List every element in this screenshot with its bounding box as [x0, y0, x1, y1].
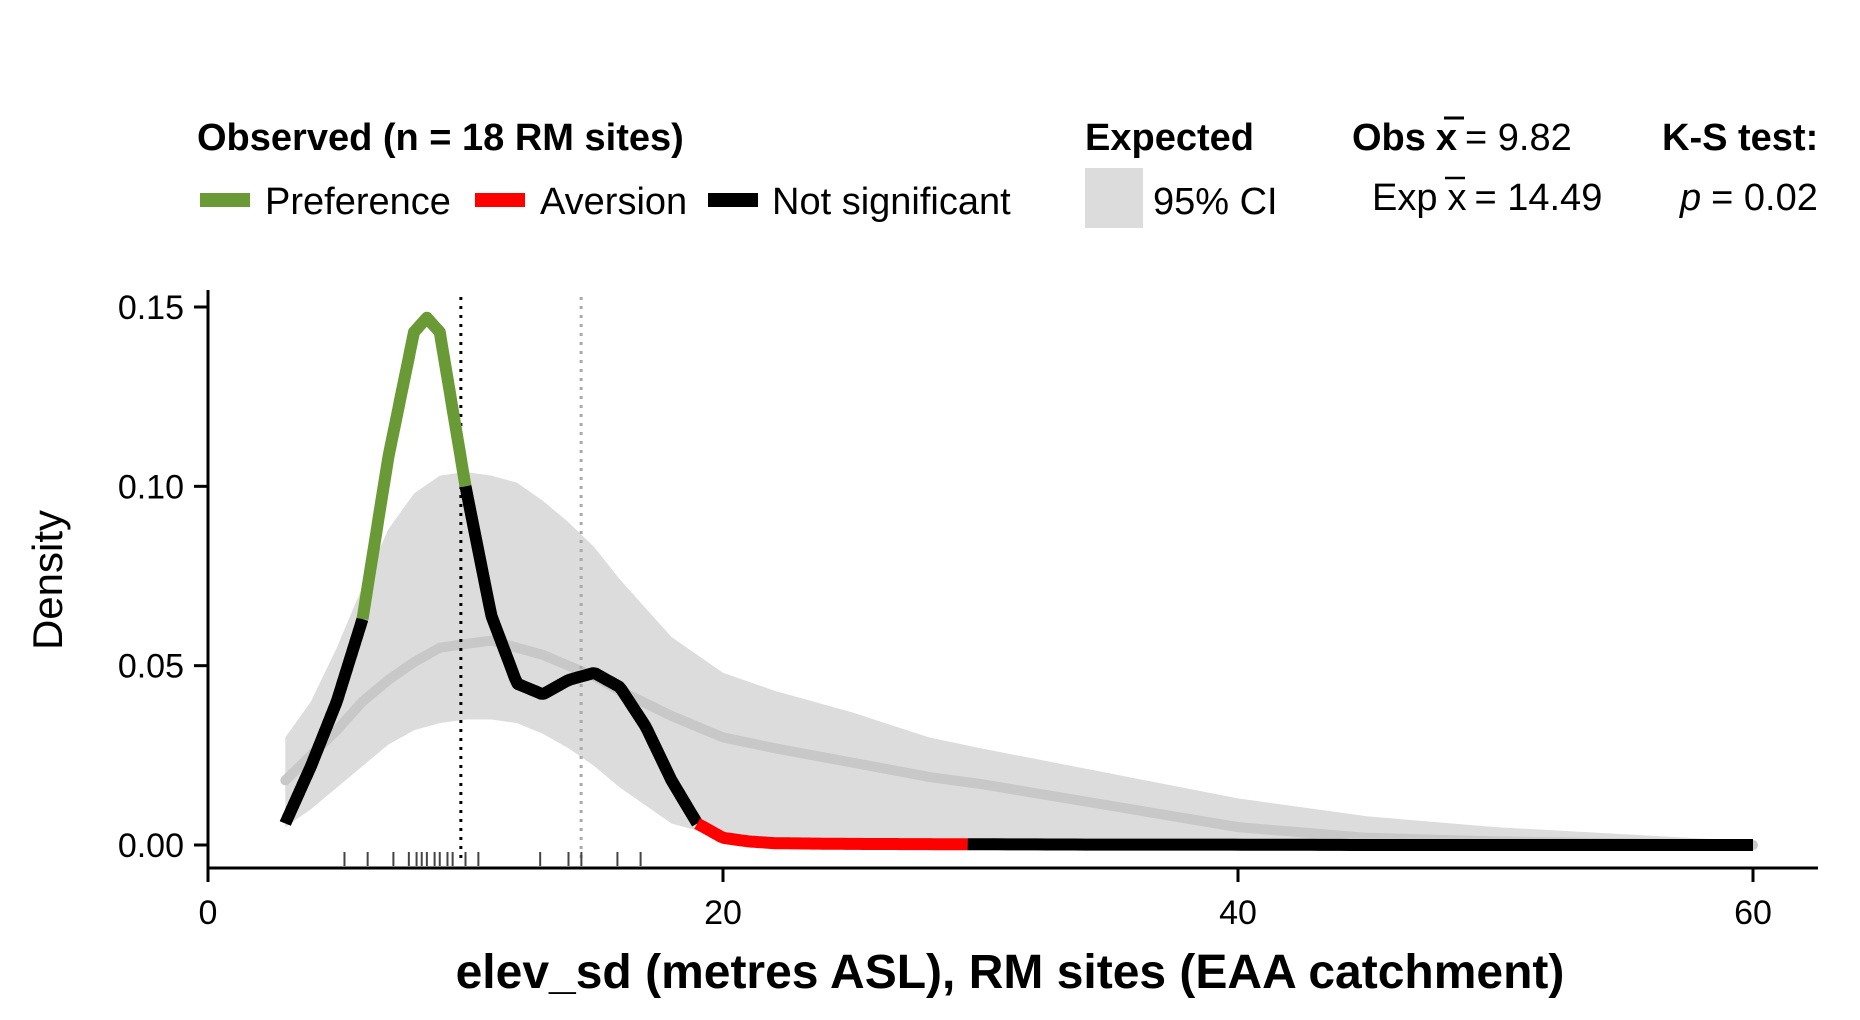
legend-exp-mean-label: Exp: [1372, 177, 1437, 219]
legend-obs-mean: Obs x = 9.82: [1352, 117, 1572, 159]
legend: Observed (n = 18 RM sites) Preference Av…: [197, 116, 1818, 228]
y-tick-label-0: 0.00: [118, 827, 184, 865]
xbar-symbol-exp: x: [1447, 177, 1466, 219]
legend-exp-mean: Exp x = 14.49: [1372, 177, 1602, 219]
plot-area: 0 20 40 60 0.00 0.05 0.10 0.15: [118, 289, 1818, 932]
observed-segment-not-significant-0: [279, 616, 369, 828]
legend-ks-title: K-S test:: [1662, 117, 1818, 159]
observed-segment-not-significant-4: [967, 838, 1753, 851]
observed-segment-not-significant-2: [459, 485, 703, 827]
legend-observed-title: Observed (n = 18 RM sites): [197, 117, 684, 159]
legend-p-value: = 0.02: [1711, 177, 1818, 219]
x-tick-label-40: 40: [1219, 894, 1257, 932]
legend-expected-title: Expected: [1085, 117, 1254, 159]
legend-preference-label: Preference: [265, 181, 451, 223]
y-tick-label-3: 0.15: [118, 289, 184, 327]
legend-aversion-label: Aversion: [540, 181, 687, 223]
y-tick-label-1: 0.05: [118, 648, 184, 686]
x-tick-label-20: 20: [704, 894, 742, 932]
legend-obs-mean-label: Obs: [1352, 117, 1426, 159]
observed-curve-layer: [279, 311, 1753, 851]
x-tick-label-0: 0: [199, 894, 218, 932]
xbar-symbol-obs: x: [1436, 117, 1457, 159]
legend-exp-mean-value: = 14.49: [1474, 177, 1602, 219]
legend-obs-mean-value: = 9.82: [1465, 117, 1572, 159]
observed-segment-preference-1: [356, 311, 472, 620]
axes-layer: 0 20 40 60 0.00 0.05 0.10 0.15: [118, 289, 1818, 932]
legend-not-significant-label: Not significant: [772, 181, 1011, 223]
y-tick-label-2: 0.10: [118, 468, 184, 506]
legend-p-symbol: p: [1679, 177, 1701, 219]
y-axis-title: Density: [24, 510, 71, 650]
legend-ci-label: 95% CI: [1153, 181, 1278, 223]
rug-layer: [343, 852, 642, 866]
observed-segment-aversion-3: [694, 818, 971, 851]
x-axis-title: elev_sd (metres ASL), RM sites (EAA catc…: [456, 946, 1565, 999]
x-tick-label-60: 60: [1734, 894, 1772, 932]
legend-ci-swatch: [1085, 168, 1143, 228]
legend-ks-p: p = 0.02: [1679, 177, 1818, 219]
